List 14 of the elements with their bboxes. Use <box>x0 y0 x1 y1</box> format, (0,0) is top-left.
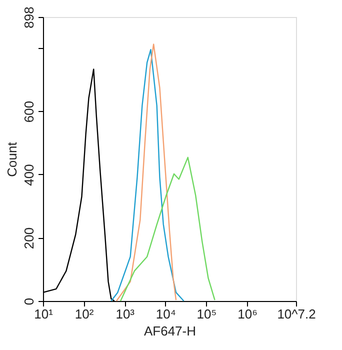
y-tick-label: 400 <box>22 164 36 186</box>
x-tick-label: 10³ <box>116 306 136 322</box>
y-tick-label: 0 <box>22 298 36 306</box>
x-axis-title: AF647-H <box>144 324 196 338</box>
y-tick-label: 600 <box>22 100 36 123</box>
y-axis-title: Count <box>4 142 20 177</box>
y-tick-label: 898 <box>22 6 36 28</box>
x-tick-label: 10² <box>74 306 94 322</box>
x-tick-label: 10⁵ <box>196 306 217 322</box>
x-tick-label: 10⁴ <box>156 306 176 322</box>
x-tick-label: 10^7.2 <box>277 306 316 322</box>
y-tick-label: 200 <box>22 227 36 250</box>
x-tick-label: 10¹ <box>34 306 54 322</box>
x-tick-label: 10⁶ <box>238 306 258 322</box>
